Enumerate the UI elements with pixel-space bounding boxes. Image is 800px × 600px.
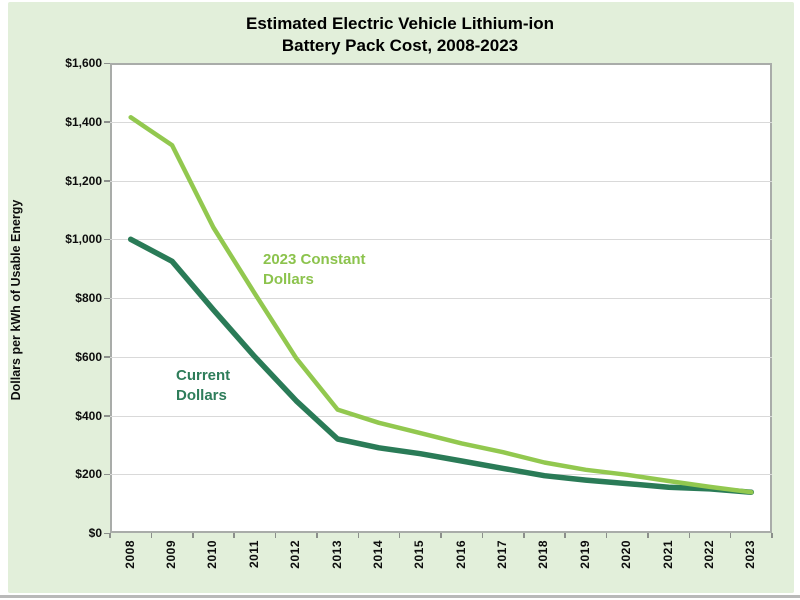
x-tick-mark <box>688 533 690 538</box>
gridline-400 <box>110 415 772 417</box>
x-tick-label-2015: 2015 <box>412 540 427 569</box>
gridline-800 <box>110 298 772 299</box>
x-tick-mark <box>192 533 194 538</box>
y-tick-mark <box>104 62 110 64</box>
y-tick-label: $1,600 <box>65 56 102 70</box>
y-tick-label: $1,400 <box>65 114 102 129</box>
y-tick-mark <box>104 532 110 534</box>
y-tick-mark <box>104 473 110 476</box>
y-tick-label: $200 <box>75 467 102 482</box>
gridline-600 <box>110 356 772 358</box>
annotation-constant-dollars: 2023 Constant Dollars <box>263 251 366 289</box>
x-tick-mark <box>647 533 649 538</box>
y-tick-mark <box>104 297 110 299</box>
x-tick-label-2011: 2011 <box>246 540 261 569</box>
gridline-1000 <box>110 239 772 241</box>
annotation-current-dollars: Current Dollars <box>176 367 231 405</box>
x-tick-mark <box>233 533 235 538</box>
x-tick-label-2012: 2012 <box>288 540 303 569</box>
x-tick-label-2014: 2014 <box>370 540 385 569</box>
y-tick-mark <box>104 415 110 417</box>
y-tick-label: $800 <box>75 291 102 305</box>
x-tick-mark <box>398 533 401 538</box>
x-tick-label-2017: 2017 <box>495 540 510 569</box>
x-tick-label-2009: 2009 <box>164 540 179 569</box>
y-tick-mark <box>104 121 110 123</box>
x-tick-label-2022: 2022 <box>701 540 716 569</box>
y-axis-title: Dollars per kWh of Usable Energy <box>9 199 23 401</box>
x-tick-label-2021: 2021 <box>660 540 675 569</box>
x-tick-mark <box>481 533 484 538</box>
y-tick-label: $0 <box>88 526 102 540</box>
chart-title-line-2: Battery Pack Cost, 2008-2023 <box>281 36 519 56</box>
x-tick-mark <box>729 533 732 538</box>
x-tick-label-2016: 2016 <box>453 540 468 569</box>
x-tick-label-2019: 2019 <box>577 540 592 569</box>
chart-title-line-1: Estimated Electric Vehicle Lithium-ion <box>246 14 554 33</box>
chart-title: Estimated Electric Vehicle Lithium-ion B… <box>60 13 740 57</box>
x-tick-label-2010: 2010 <box>205 540 220 569</box>
x-tick-mark <box>274 533 277 538</box>
x-tick-mark <box>605 533 608 538</box>
x-tick-mark <box>564 533 566 538</box>
x-tick-mark <box>771 533 773 538</box>
y-tick-mark <box>104 238 110 241</box>
bottom-divider <box>0 595 800 598</box>
y-tick-mark <box>104 180 110 182</box>
y-tick-label: $1,200 <box>65 173 102 188</box>
x-tick-label-2023: 2023 <box>743 540 758 569</box>
x-tick-label-2008: 2008 <box>122 540 137 569</box>
x-tick-mark <box>440 533 442 538</box>
gridline-200 <box>110 474 772 476</box>
x-tick-mark <box>150 533 153 538</box>
x-tick-mark <box>357 533 359 538</box>
x-tick-mark <box>109 533 111 538</box>
y-tick-label: $1,000 <box>65 232 102 247</box>
x-tick-mark <box>523 533 525 538</box>
y-tick-label: $400 <box>75 408 102 423</box>
x-tick-label-2013: 2013 <box>329 540 344 569</box>
x-tick-label-2020: 2020 <box>619 540 634 569</box>
gridline-1200 <box>110 180 772 182</box>
gridline-1400 <box>110 121 772 123</box>
y-tick-label: $600 <box>75 349 102 364</box>
x-tick-mark <box>316 533 318 538</box>
y-tick-mark <box>104 356 110 358</box>
x-tick-label-2018: 2018 <box>536 540 551 569</box>
